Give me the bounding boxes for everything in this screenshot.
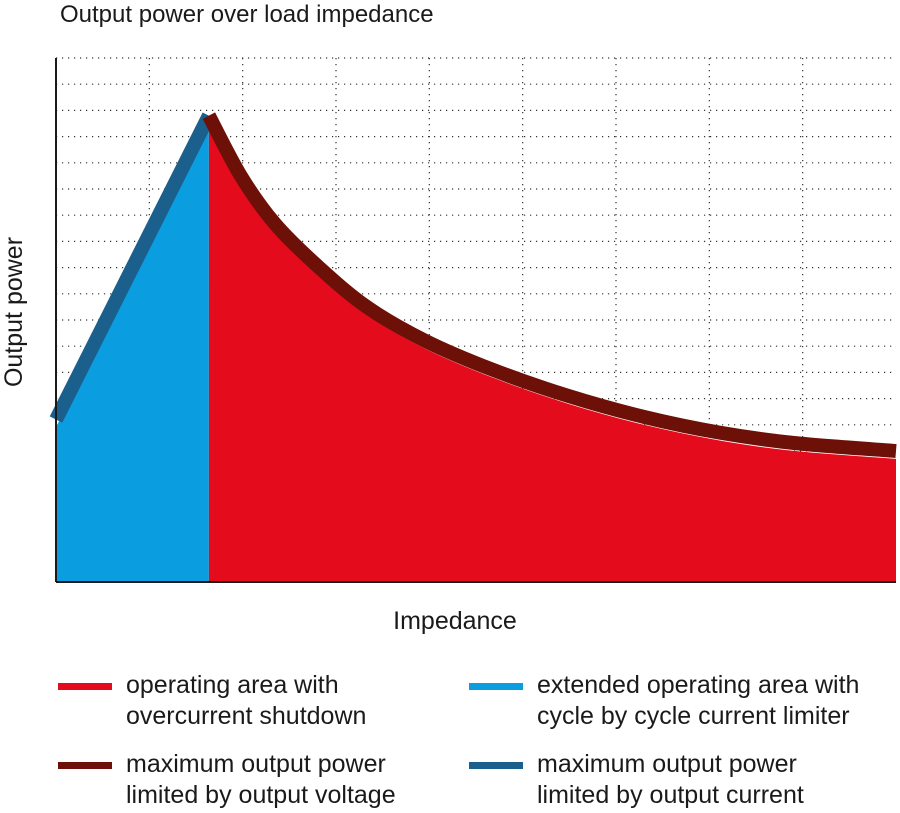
line-maximum-output-power-limited-by-output-voltage (202, 112, 897, 458)
legend-label: maximum output power limited by output c… (537, 750, 804, 809)
legend-label: maximum output power limited by output v… (126, 750, 396, 809)
chart-title: Output power over load impedance (60, 1, 434, 28)
x-axis-label: Impedance (393, 607, 517, 635)
area-operating-area-with-overcurrent-shutdown (208, 123, 896, 582)
legend-swatch-dark-red (58, 762, 112, 769)
axes (55, 58, 896, 583)
area-extended-operating-area-with-cycle-by-cycle-current-limiter (56, 123, 209, 582)
legend-label: extended operating area with cycle by cy… (537, 671, 860, 730)
legend-swatch-dark-blue (469, 762, 523, 769)
area-fills (56, 123, 896, 582)
line-maximum-output-power-limited-by-output-current (49, 112, 216, 423)
y-axis-label: Output power (0, 237, 28, 387)
boundary-lines (49, 112, 897, 458)
legend-swatch-red (58, 683, 112, 690)
legend-label: operating area with overcurrent shutdown (126, 671, 367, 730)
legend-swatch-blue (469, 683, 523, 690)
